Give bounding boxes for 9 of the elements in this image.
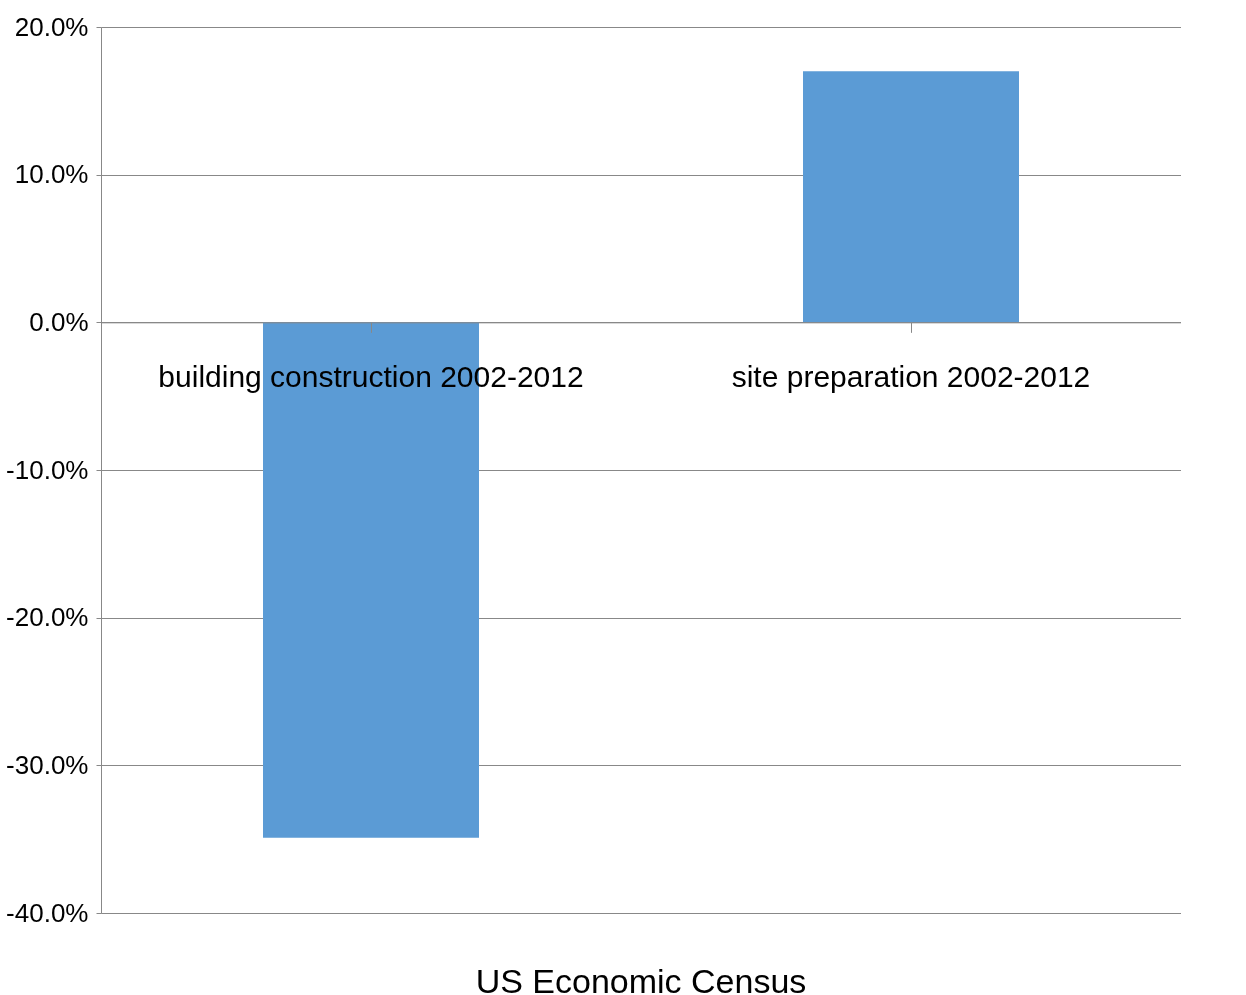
y-tick-label: -40.0% xyxy=(6,897,89,928)
y-tick-label: 10.0% xyxy=(14,159,89,190)
x-axis-title: US Economic Census xyxy=(475,962,807,995)
y-tick-label: -20.0% xyxy=(6,602,89,633)
y-tick-label: 20.0% xyxy=(14,11,89,42)
y-tick-label: -10.0% xyxy=(6,454,89,485)
y-tick-label: 0.0% xyxy=(29,306,89,337)
x-tick-label: site preparation 2002-2012 xyxy=(731,359,1091,393)
y-tick-label: -30.0% xyxy=(6,749,89,780)
